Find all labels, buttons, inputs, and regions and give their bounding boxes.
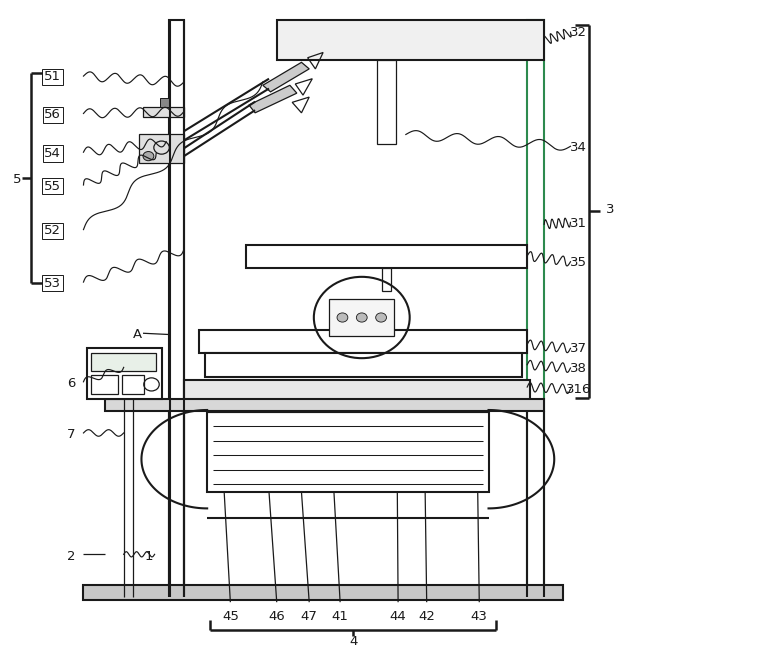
Circle shape [337, 313, 348, 322]
Text: 5: 5 [13, 173, 21, 186]
Text: 52: 52 [44, 224, 61, 237]
Text: 54: 54 [44, 147, 61, 160]
Text: 45: 45 [222, 610, 239, 623]
Text: 38: 38 [570, 362, 587, 375]
Bar [91, 353, 156, 371]
Bar [91, 375, 118, 394]
Bar [184, 380, 530, 401]
Text: 35: 35 [570, 256, 587, 269]
Bar [105, 399, 544, 411]
Text: 31: 31 [570, 216, 587, 230]
Text: 2: 2 [67, 550, 75, 563]
Bar [527, 20, 544, 597]
Text: 1: 1 [145, 550, 152, 563]
Text: 43: 43 [471, 610, 488, 623]
Text: 32: 32 [570, 26, 587, 39]
Bar [377, 60, 396, 144]
Text: 53: 53 [44, 277, 61, 290]
Bar [277, 20, 544, 60]
Text: 7: 7 [67, 428, 75, 441]
Circle shape [376, 313, 386, 322]
Bar [122, 375, 144, 394]
Polygon shape [249, 85, 297, 113]
Text: 316: 316 [566, 383, 591, 396]
Text: 46: 46 [268, 610, 285, 623]
Text: 41: 41 [332, 610, 349, 623]
Bar [160, 98, 169, 107]
Bar [246, 245, 527, 268]
Text: 37: 37 [570, 342, 587, 356]
Text: 56: 56 [44, 108, 61, 121]
Bar [205, 353, 522, 377]
Bar [199, 330, 527, 353]
Bar [139, 134, 184, 163]
Text: A: A [133, 328, 142, 341]
Bar [169, 20, 184, 597]
Text: 3: 3 [607, 203, 615, 216]
Bar [382, 268, 391, 291]
Circle shape [143, 152, 154, 161]
Text: 4: 4 [350, 635, 358, 648]
Text: 51: 51 [44, 70, 61, 83]
Bar [83, 585, 563, 600]
Polygon shape [263, 62, 309, 92]
Bar [87, 348, 162, 399]
Text: 47: 47 [301, 610, 318, 623]
Circle shape [356, 313, 367, 322]
Text: 55: 55 [44, 180, 61, 193]
Text: 34: 34 [570, 141, 587, 154]
Text: 44: 44 [390, 610, 407, 623]
Bar [207, 412, 489, 492]
Bar [143, 107, 184, 117]
Text: 6: 6 [67, 377, 75, 390]
Bar [329, 299, 394, 336]
Text: 42: 42 [418, 610, 435, 623]
